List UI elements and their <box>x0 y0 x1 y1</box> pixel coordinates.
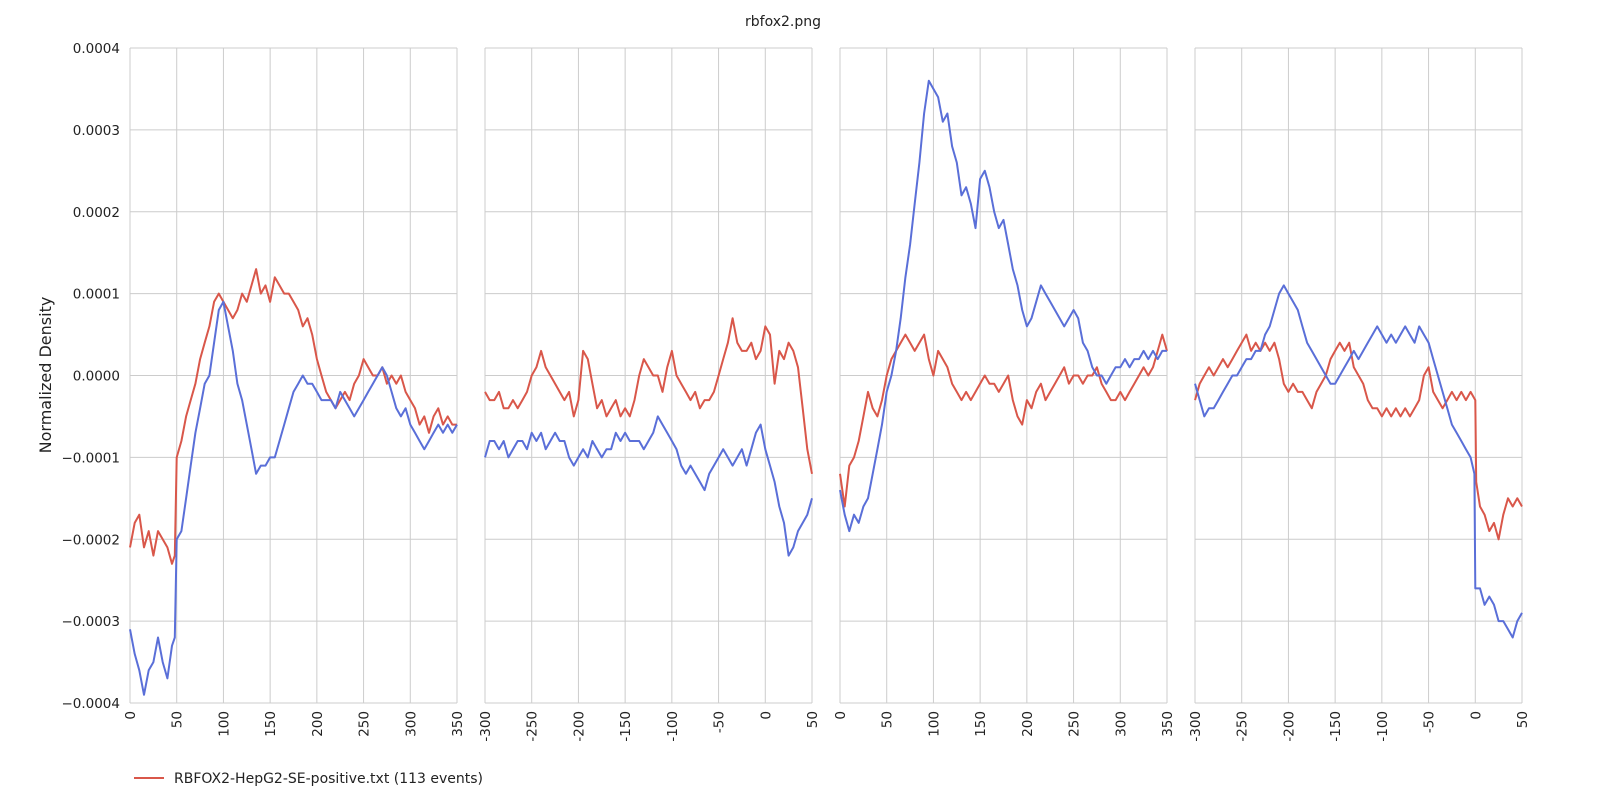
x-tick-label: -300 <box>1188 711 1204 742</box>
series-line-2 <box>1194 284 1523 639</box>
x-tick-label: 150 <box>973 711 989 737</box>
panel-4: -300 -250 -200 -150 -100 -50 0 50 <box>1188 47 1531 742</box>
x-tick-label: 200 <box>1020 711 1036 737</box>
plot-panels: 0 50 100 150 200 250 300 350 -300 -250 -200 -150 -10… <box>123 47 1531 742</box>
x-tick-label: 200 <box>310 711 326 737</box>
x-tick-label: -50 <box>1422 711 1438 733</box>
x-tick-label: 350 <box>1160 711 1176 737</box>
x-tick-label: 150 <box>263 711 279 737</box>
series-line-2 <box>484 415 813 557</box>
legend: RBFOX2-HepG2-SE-positive.txt (113 events… <box>134 771 483 787</box>
x-tick-label: 0 <box>758 711 774 720</box>
y-axis-label: Normalized Density <box>36 297 55 454</box>
y-tick-label: 0.0003 <box>73 123 120 139</box>
x-tick-label: -200 <box>1281 711 1297 742</box>
y-tick-label: −0.0004 <box>61 696 120 712</box>
x-tick-label: -100 <box>1375 711 1391 742</box>
y-tick-labels: 0.0004 0.0003 0.0002 0.0001 0.0000 −0.0001 −0.… <box>61 41 120 712</box>
x-tick-label: 300 <box>1113 711 1129 737</box>
series-line-1 <box>1194 333 1523 541</box>
series-line-2 <box>129 300 458 696</box>
series-line-1 <box>129 268 457 565</box>
panel-1: 0 50 100 150 200 250 300 350 <box>123 47 466 737</box>
y-tick-label: −0.0001 <box>61 450 120 466</box>
x-tick-label: -250 <box>525 711 541 742</box>
y-tick-label: 0.0000 <box>73 369 120 385</box>
y-tick-label: −0.0002 <box>61 532 120 548</box>
x-tick-label: 100 <box>216 711 232 737</box>
x-tick-label: 350 <box>450 711 466 737</box>
series-line-1 <box>484 317 813 474</box>
y-tick-label: 0.0002 <box>73 205 120 221</box>
legend-label: RBFOX2-HepG2-SE-positive.txt (113 events… <box>174 771 483 787</box>
x-tick-label: 0 <box>833 711 849 720</box>
y-tick-label: 0.0001 <box>73 287 120 303</box>
y-tick-label: 0.0004 <box>73 41 120 57</box>
x-tick-label: 50 <box>170 711 186 728</box>
y-tick-label: −0.0003 <box>61 614 120 630</box>
x-tick-label: 0 <box>123 711 139 720</box>
x-tick-label: 50 <box>880 711 896 728</box>
x-tick-label: 100 <box>926 711 942 737</box>
x-tick-label: -250 <box>1235 711 1251 742</box>
series-line-2 <box>839 79 1167 533</box>
x-tick-label: 50 <box>1515 711 1531 728</box>
x-tick-label: 250 <box>1067 711 1083 737</box>
x-tick-label: -150 <box>618 711 634 742</box>
x-tick-label: -200 <box>571 711 587 742</box>
x-tick-label: -100 <box>665 711 681 742</box>
x-tick-label: 50 <box>805 711 821 728</box>
x-tick-label: -300 <box>478 711 494 742</box>
x-tick-label: 250 <box>357 711 373 737</box>
x-tick-label: 0 <box>1468 711 1484 720</box>
panel-3: 0 50 100 150 200 250 300 350 <box>833 47 1176 737</box>
panel-2: -300 -250 -200 -150 -100 -50 0 50 <box>478 47 821 742</box>
series-line-1 <box>839 333 1168 508</box>
x-tick-label: 300 <box>403 711 419 737</box>
chart-title: rbfox2.png <box>745 14 821 30</box>
x-tick-label: -150 <box>1328 711 1344 742</box>
x-tick-label: -50 <box>712 711 728 733</box>
